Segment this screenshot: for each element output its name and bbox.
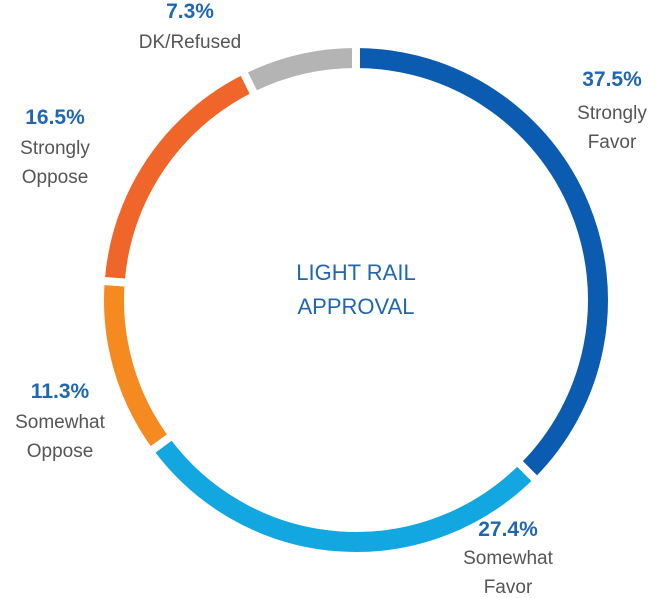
category-label: Strongly Favor	[577, 103, 647, 153]
category-label: DK/Refused	[138, 32, 242, 53]
value-label: 11.3%	[30, 380, 90, 403]
category-label: Somewhat Oppose	[15, 412, 105, 462]
chart-title: LIGHT RAIL APPROVAL	[296, 260, 416, 319]
value-label: 16.5%	[25, 106, 85, 129]
value-label: 7.3%	[166, 0, 214, 23]
category-label: Somewhat Favor	[463, 548, 553, 598]
donut-segment	[96, 65, 261, 288]
category-label: Strongly Oppose	[20, 138, 90, 188]
donut-segment	[237, 39, 360, 101]
value-label: 27.4%	[478, 518, 538, 541]
value-label: 37.5%	[582, 68, 642, 91]
